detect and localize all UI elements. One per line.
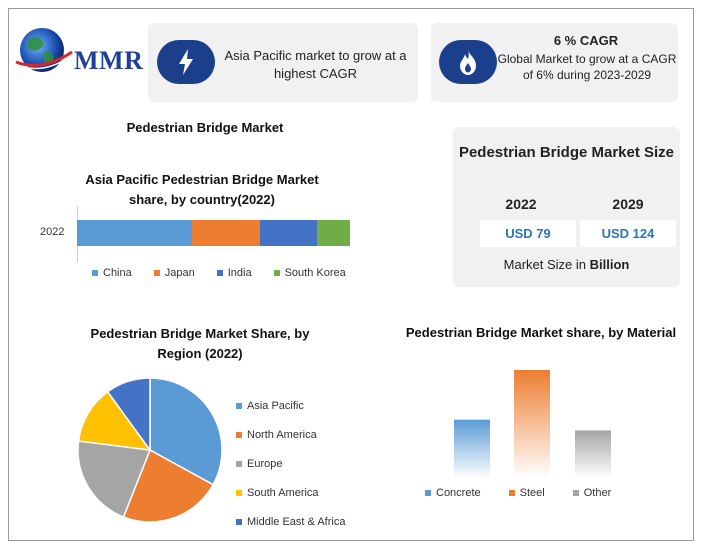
- stack-legend: China Japan India South Korea: [92, 267, 368, 279]
- legend-item-south-america: South America: [236, 478, 345, 507]
- bar-concrete: [454, 419, 490, 478]
- legend-label: Middle East & Africa: [247, 515, 346, 528]
- pie-slice-south-america: [77, 390, 152, 451]
- legend-label: China: [103, 267, 132, 279]
- region-pie-chart: [77, 377, 223, 523]
- year-2022: 2022: [505, 196, 537, 212]
- pie-slice-north-america: [122, 448, 215, 523]
- legend-swatch: [572, 490, 579, 496]
- market-title: Pedestrian Bridge Market: [126, 120, 284, 135]
- pie-legend: Asia Pacific North America Europe South Ame…: [236, 391, 345, 536]
- legend-swatch: [216, 270, 223, 276]
- year-2029: 2029: [612, 196, 644, 212]
- logo-text: MMR: [74, 46, 144, 75]
- legend-label: Other: [583, 487, 612, 499]
- bar-segment-china: [77, 220, 192, 246]
- bar-segment-south-korea: [317, 220, 350, 246]
- legend-label: Concrete: [436, 487, 481, 499]
- market-size-card: Pedestrian Bridge Market Size 2022 2029 …: [453, 127, 680, 287]
- legend-swatch: [153, 270, 160, 276]
- region-chart-title: Pedestrian Bridge Market Share, by Regio…: [90, 326, 310, 361]
- legend-swatch: [425, 490, 431, 496]
- asia-pacific-text: Asia Pacific market to grow at a highest…: [224, 48, 407, 81]
- legend-swatch: [236, 518, 242, 525]
- value-2022: USD 79: [480, 220, 576, 247]
- legend-item-concrete: Concrete: [425, 487, 481, 499]
- bar-segment-india: [259, 220, 318, 246]
- value-2029: USD 124: [580, 220, 676, 247]
- asia-pacific-card: Asia Pacific market to grow at a highest…: [148, 23, 418, 102]
- flame-icon: [439, 40, 497, 84]
- legend-item-south-korea: South Korea: [273, 267, 346, 279]
- legend-swatch: [508, 490, 515, 496]
- mmr-logo: MMR: [14, 22, 144, 78]
- cagr-title: 6 % CAGR: [553, 33, 619, 48]
- legend-item-north-america: North America: [236, 420, 345, 449]
- cagr-text: Global Market to grow at a CAGR of 6% du…: [497, 52, 677, 82]
- material-bar-chart: [454, 370, 611, 478]
- lightning-icon: [157, 40, 215, 84]
- legend-swatch: [236, 489, 242, 496]
- legend-item-japan: Japan: [153, 267, 195, 279]
- material-legend: Concrete Steel Other: [425, 487, 639, 499]
- legend-label: Steel: [519, 487, 545, 499]
- note-unit: Billion: [589, 257, 630, 272]
- material-chart-title: Pedestrian Bridge Market share, by Mater…: [405, 325, 677, 340]
- legend-swatch: [236, 460, 242, 467]
- legend-label: India: [227, 267, 252, 279]
- asia-pacific-chart-title: Asia Pacific Pedestrian Bridge Market sh…: [85, 172, 319, 207]
- legend-item-asia-pacific: Asia Pacific: [236, 391, 345, 420]
- legend-item-india: India: [216, 267, 252, 279]
- legend-swatch: [273, 270, 280, 276]
- legend-label: North America: [247, 428, 317, 441]
- legend-label: Asia Pacific: [247, 399, 304, 412]
- legend-swatch: [236, 431, 242, 438]
- bar-steel: [514, 370, 550, 478]
- legend-item-steel: Steel: [508, 487, 545, 499]
- bar-other: [575, 430, 611, 478]
- legend-label: Europe: [247, 457, 283, 470]
- pie-slice-asia-pacific: [149, 377, 223, 486]
- pie-slice-middle-east-africa: [106, 377, 151, 453]
- stacked-bar: [77, 220, 350, 246]
- legend-item-europe: Europe: [236, 449, 345, 478]
- legend-item-middle-east-africa: Middle East & Africa: [236, 507, 345, 536]
- legend-item-other: Other: [572, 487, 612, 499]
- legend-item-china: China: [92, 267, 132, 279]
- bar-segment-japan: [191, 220, 260, 246]
- legend-swatch: [236, 402, 242, 409]
- legend-label: Japan: [164, 267, 195, 279]
- legend-label: South Korea: [284, 267, 346, 279]
- note-prefix: Market Size in: [503, 257, 590, 272]
- market-size-note: Market Size in Billion: [453, 257, 680, 272]
- cagr-card: 6 % CAGR Global Market to grow at a CAGR…: [431, 23, 678, 102]
- market-size-title: Pedestrian Bridge Market Size: [458, 144, 675, 161]
- globe-icon: [15, 28, 73, 72]
- legend-swatch: [92, 270, 98, 276]
- pie-slice-europe: [77, 440, 152, 518]
- legend-label: South America: [247, 486, 319, 499]
- stack-category-label: 2022: [40, 226, 65, 238]
